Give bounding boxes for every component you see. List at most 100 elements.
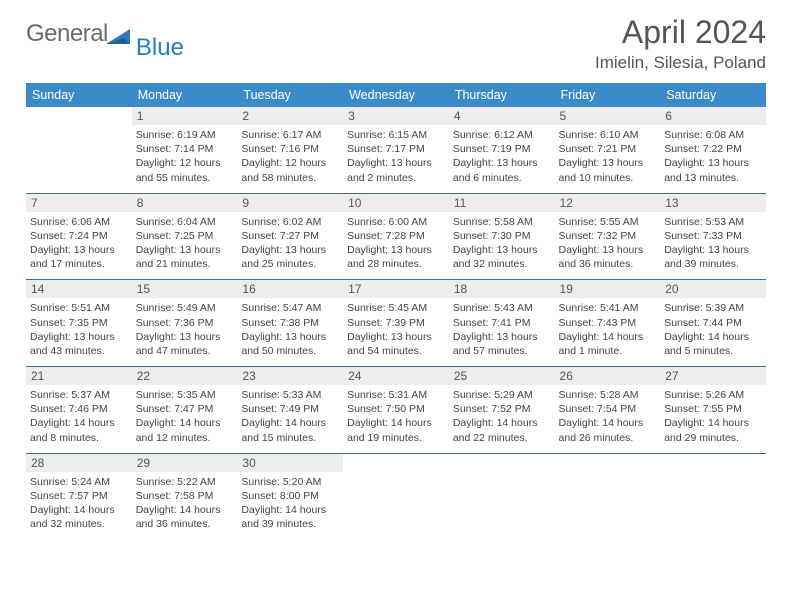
day-detail-line: and 50 minutes. bbox=[241, 344, 339, 358]
day-detail-line: Sunrise: 5:55 AM bbox=[559, 215, 657, 229]
day-detail-line: and 21 minutes. bbox=[136, 257, 234, 271]
weekday-header: Saturday bbox=[660, 83, 766, 107]
calendar-week-row: 7Sunrise: 6:06 AMSunset: 7:24 PMDaylight… bbox=[26, 193, 766, 280]
day-detail-line: Sunset: 7:54 PM bbox=[559, 402, 657, 416]
day-detail-line: and 28 minutes. bbox=[347, 257, 445, 271]
day-number: 9 bbox=[237, 194, 343, 212]
day-number: 5 bbox=[555, 107, 661, 125]
day-detail-line: Daylight: 14 hours bbox=[559, 416, 657, 430]
day-detail-line: and 13 minutes. bbox=[664, 171, 762, 185]
day-detail-line: Daylight: 14 hours bbox=[347, 416, 445, 430]
day-number: 28 bbox=[26, 454, 132, 472]
day-detail-line: and 26 minutes. bbox=[559, 431, 657, 445]
day-detail-line: and 39 minutes. bbox=[241, 517, 339, 531]
calendar-day-cell: 14Sunrise: 5:51 AMSunset: 7:35 PMDayligh… bbox=[26, 280, 132, 367]
day-detail-line: Daylight: 13 hours bbox=[30, 330, 128, 344]
day-detail-line: Sunrise: 5:33 AM bbox=[241, 388, 339, 402]
day-detail-line: Sunset: 7:16 PM bbox=[241, 142, 339, 156]
calendar-day-cell: 22Sunrise: 5:35 AMSunset: 7:47 PMDayligh… bbox=[132, 367, 238, 454]
day-detail-line: Sunrise: 6:19 AM bbox=[136, 128, 234, 142]
header: General Blue April 2024 Imielin, Silesia… bbox=[26, 14, 766, 73]
calendar-day-cell: 30Sunrise: 5:20 AMSunset: 8:00 PMDayligh… bbox=[237, 453, 343, 539]
weekday-header: Monday bbox=[132, 83, 238, 107]
day-detail-line: and 12 minutes. bbox=[136, 431, 234, 445]
day-number: 18 bbox=[449, 280, 555, 298]
day-detail-line: Sunset: 7:33 PM bbox=[664, 229, 762, 243]
day-detail-line: Sunrise: 5:51 AM bbox=[30, 301, 128, 315]
day-detail-line: Daylight: 13 hours bbox=[30, 243, 128, 257]
day-detail-line: Daylight: 14 hours bbox=[664, 330, 762, 344]
day-number: 20 bbox=[660, 280, 766, 298]
day-detail-line: Sunset: 7:14 PM bbox=[136, 142, 234, 156]
weekday-header: Wednesday bbox=[343, 83, 449, 107]
day-detail-line: Daylight: 14 hours bbox=[241, 503, 339, 517]
day-detail-line: Sunrise: 6:10 AM bbox=[559, 128, 657, 142]
day-detail-line: Daylight: 13 hours bbox=[559, 243, 657, 257]
day-detail-line: and 19 minutes. bbox=[347, 431, 445, 445]
day-detail-line: Daylight: 13 hours bbox=[664, 156, 762, 170]
day-detail-line: and 5 minutes. bbox=[664, 344, 762, 358]
calendar-day-cell: 15Sunrise: 5:49 AMSunset: 7:36 PMDayligh… bbox=[132, 280, 238, 367]
day-number: 7 bbox=[26, 194, 132, 212]
day-detail-line: Sunset: 7:25 PM bbox=[136, 229, 234, 243]
day-number: 22 bbox=[132, 367, 238, 385]
day-number: 10 bbox=[343, 194, 449, 212]
day-detail-line: Sunrise: 6:06 AM bbox=[30, 215, 128, 229]
day-detail-line: and 36 minutes. bbox=[136, 517, 234, 531]
calendar-day-cell: 19Sunrise: 5:41 AMSunset: 7:43 PMDayligh… bbox=[555, 280, 661, 367]
day-detail-line: Sunrise: 6:00 AM bbox=[347, 215, 445, 229]
day-detail-line: Sunrise: 5:41 AM bbox=[559, 301, 657, 315]
day-detail-line: Sunrise: 5:53 AM bbox=[664, 215, 762, 229]
day-detail-line: and 6 minutes. bbox=[453, 171, 551, 185]
calendar-day-cell: 26Sunrise: 5:28 AMSunset: 7:54 PMDayligh… bbox=[555, 367, 661, 454]
day-number: 30 bbox=[237, 454, 343, 472]
day-detail-line: Sunset: 7:44 PM bbox=[664, 316, 762, 330]
title-block: April 2024 Imielin, Silesia, Poland bbox=[595, 14, 766, 73]
calendar-day-cell: 21Sunrise: 5:37 AMSunset: 7:46 PMDayligh… bbox=[26, 367, 132, 454]
calendar-day-cell: 24Sunrise: 5:31 AMSunset: 7:50 PMDayligh… bbox=[343, 367, 449, 454]
day-detail-line: and 29 minutes. bbox=[664, 431, 762, 445]
day-detail-line: Sunrise: 6:02 AM bbox=[241, 215, 339, 229]
calendar-day-cell: 5Sunrise: 6:10 AMSunset: 7:21 PMDaylight… bbox=[555, 107, 661, 193]
calendar-day-cell bbox=[555, 453, 661, 539]
day-detail-line: Sunrise: 5:28 AM bbox=[559, 388, 657, 402]
day-detail-line: Sunrise: 5:43 AM bbox=[453, 301, 551, 315]
day-detail-line: Sunrise: 5:45 AM bbox=[347, 301, 445, 315]
day-number: 6 bbox=[660, 107, 766, 125]
day-detail-line: Sunset: 7:27 PM bbox=[241, 229, 339, 243]
day-detail-line: Sunrise: 5:26 AM bbox=[664, 388, 762, 402]
day-detail-line: Sunrise: 5:39 AM bbox=[664, 301, 762, 315]
weekday-header: Sunday bbox=[26, 83, 132, 107]
day-detail-line: Sunrise: 5:29 AM bbox=[453, 388, 551, 402]
day-detail-line: Sunrise: 5:22 AM bbox=[136, 475, 234, 489]
day-number: 16 bbox=[237, 280, 343, 298]
day-number: 8 bbox=[132, 194, 238, 212]
day-detail-line: and 43 minutes. bbox=[30, 344, 128, 358]
day-number: 15 bbox=[132, 280, 238, 298]
day-detail-line: Sunset: 7:21 PM bbox=[559, 142, 657, 156]
day-detail-line: and 25 minutes. bbox=[241, 257, 339, 271]
calendar-day-cell: 17Sunrise: 5:45 AMSunset: 7:39 PMDayligh… bbox=[343, 280, 449, 367]
location-text: Imielin, Silesia, Poland bbox=[595, 53, 766, 73]
logo-grey-text: General bbox=[26, 20, 108, 48]
calendar-day-cell: 25Sunrise: 5:29 AMSunset: 7:52 PMDayligh… bbox=[449, 367, 555, 454]
day-detail-line: Sunset: 7:57 PM bbox=[30, 489, 128, 503]
day-detail-line: Daylight: 13 hours bbox=[241, 330, 339, 344]
calendar-day-cell bbox=[26, 107, 132, 193]
day-detail-line: Daylight: 13 hours bbox=[347, 243, 445, 257]
calendar-day-cell: 27Sunrise: 5:26 AMSunset: 7:55 PMDayligh… bbox=[660, 367, 766, 454]
day-number: 1 bbox=[132, 107, 238, 125]
day-detail-line: and 58 minutes. bbox=[241, 171, 339, 185]
day-detail-line: Sunrise: 5:58 AM bbox=[453, 215, 551, 229]
day-detail-line: Sunset: 7:30 PM bbox=[453, 229, 551, 243]
day-detail-line: Sunset: 7:47 PM bbox=[136, 402, 234, 416]
day-detail-line: and 8 minutes. bbox=[30, 431, 128, 445]
day-detail-line: Daylight: 14 hours bbox=[30, 416, 128, 430]
calendar-day-cell bbox=[449, 453, 555, 539]
day-detail-line: Sunrise: 6:08 AM bbox=[664, 128, 762, 142]
day-detail-line: Sunset: 7:43 PM bbox=[559, 316, 657, 330]
logo-blue-text: Blue bbox=[136, 34, 184, 62]
calendar-day-cell: 8Sunrise: 6:04 AMSunset: 7:25 PMDaylight… bbox=[132, 193, 238, 280]
day-detail-line: Sunset: 7:19 PM bbox=[453, 142, 551, 156]
day-detail-line: and 36 minutes. bbox=[559, 257, 657, 271]
